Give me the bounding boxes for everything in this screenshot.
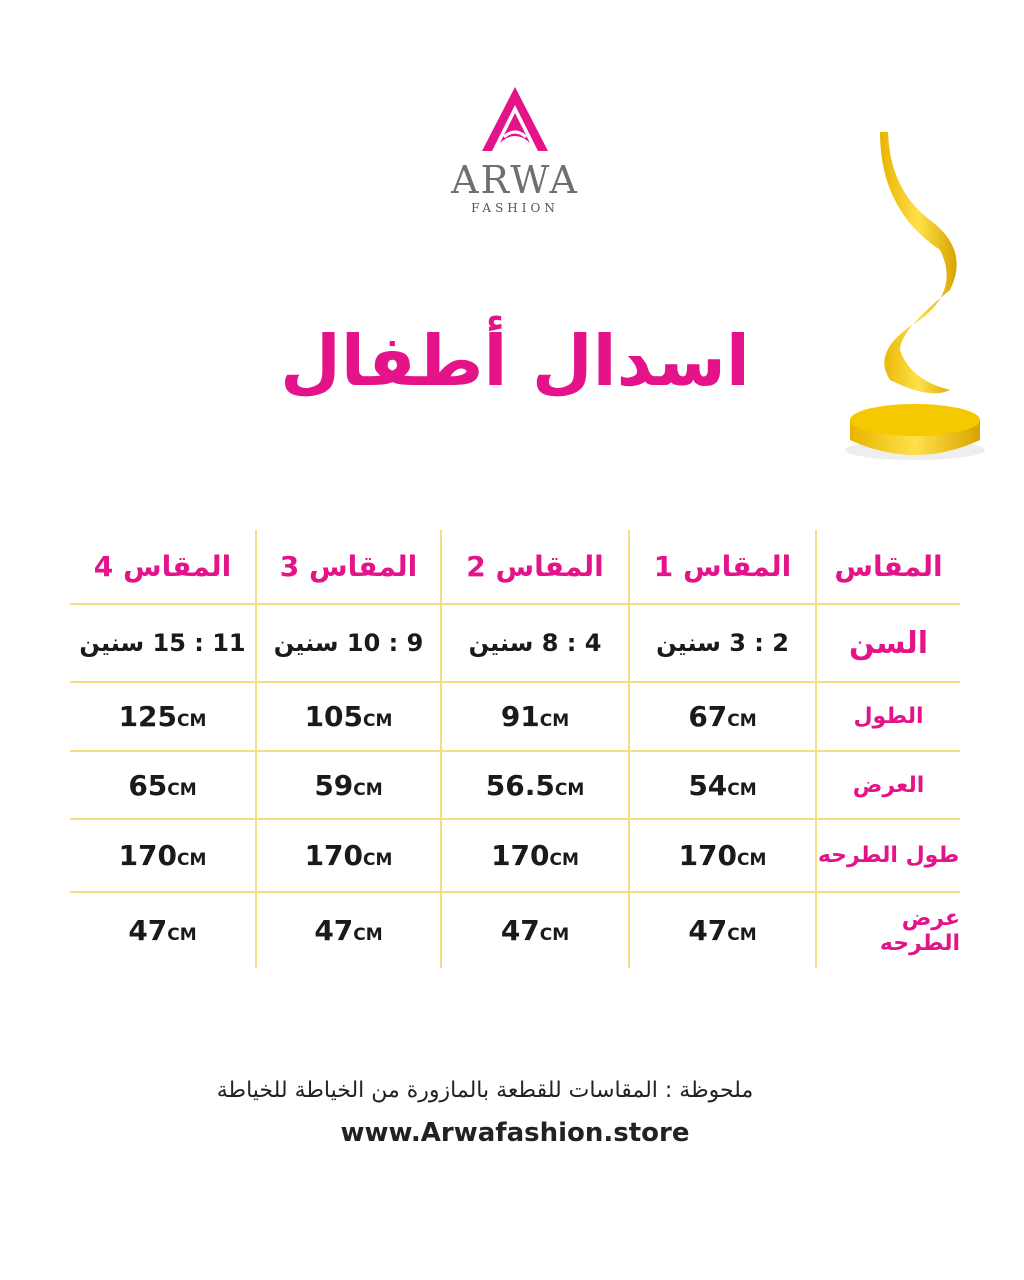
value: 47 [314,914,354,947]
unit: CM [167,925,197,945]
header-size-4: المقاس 4 [70,530,255,605]
value-cell: 125CM [70,683,255,752]
unit: CM [177,711,207,731]
brand-logo: ARWA FASHION [430,85,600,215]
value-cell: 47CM [70,893,255,968]
row-label-scarf-length: طول الطرحه [815,820,960,893]
value: 170 [118,839,178,872]
value-cell: 105CM [255,683,440,752]
unit: CM [549,850,579,870]
unit: CM [363,850,393,870]
value-cell: 170CM [70,820,255,893]
value-cell: 59CM [255,752,440,820]
unit: CM [727,925,757,945]
value: 125 [118,700,178,733]
size-table: المقاس المقاس 1 المقاس 2 المقاس 3 المقاس… [70,530,960,970]
value: 56.5 [485,768,555,802]
note-text: ملحوظة : المقاسات للقطعة بالمازورة من ال… [216,1078,754,1103]
value-cell: 54CM [628,752,815,820]
page-title: اسدال أطفال [280,320,750,402]
value: 47 [500,914,540,947]
value-cell: 170CM [628,820,815,893]
unit: CM [177,850,207,870]
unit: CM [363,711,393,731]
logo-triangle-icon [482,87,548,151]
unit: CM [554,779,585,800]
value: 105 [304,700,364,733]
value-cell: 91CM [440,683,628,752]
value-cell: 47CM [255,893,440,968]
value-cell: 47CM [440,893,628,968]
measuring-tape-icon [845,132,985,460]
value-cell: 170CM [255,820,440,893]
age-cell: 9 : 10 سنين [255,605,440,683]
row-label-length: الطول [815,683,960,752]
brand-name: ARWA [451,158,579,202]
row-label-age: السن [815,605,960,683]
age-cell: 2 : 3 سنين [628,605,815,683]
value: 47 [688,914,728,947]
row-label-width: العرض [815,752,960,820]
website-link[interactable]: www.Arwafashion.store [340,1118,690,1148]
value: 170 [304,839,364,872]
unit: CM [727,711,757,731]
unit: CM [167,779,197,800]
value: 67 [688,700,728,733]
header-size-1: المقاس 1 [628,530,815,605]
unit: CM [353,925,383,945]
value: 170 [678,839,738,872]
value: 54 [688,768,728,802]
unit: CM [353,779,383,800]
row-label-scarf-width: عرض الطرحه [815,893,960,968]
header-size-3: المقاس 3 [255,530,440,605]
unit: CM [539,711,570,731]
unit: CM [727,779,757,800]
value-cell: 65CM [70,752,255,820]
header-size-2: المقاس 2 [440,530,628,605]
value: 91 [500,700,540,733]
unit: CM [737,850,767,870]
value: 59 [314,768,354,802]
value: 47 [128,914,168,947]
value: 65 [128,768,168,802]
age-cell: 4 : 8 سنين [440,605,628,683]
value-cell: 67CM [628,683,815,752]
value-cell: 170CM [440,820,628,893]
value-cell: 47CM [628,893,815,968]
brand-subtitle: FASHION [471,201,559,215]
age-cell: 11 : 15 سنين [70,605,255,683]
header-size: المقاس [815,530,960,605]
value-cell: 56.5CM [440,752,628,820]
unit: CM [539,925,570,945]
value: 170 [491,839,550,872]
